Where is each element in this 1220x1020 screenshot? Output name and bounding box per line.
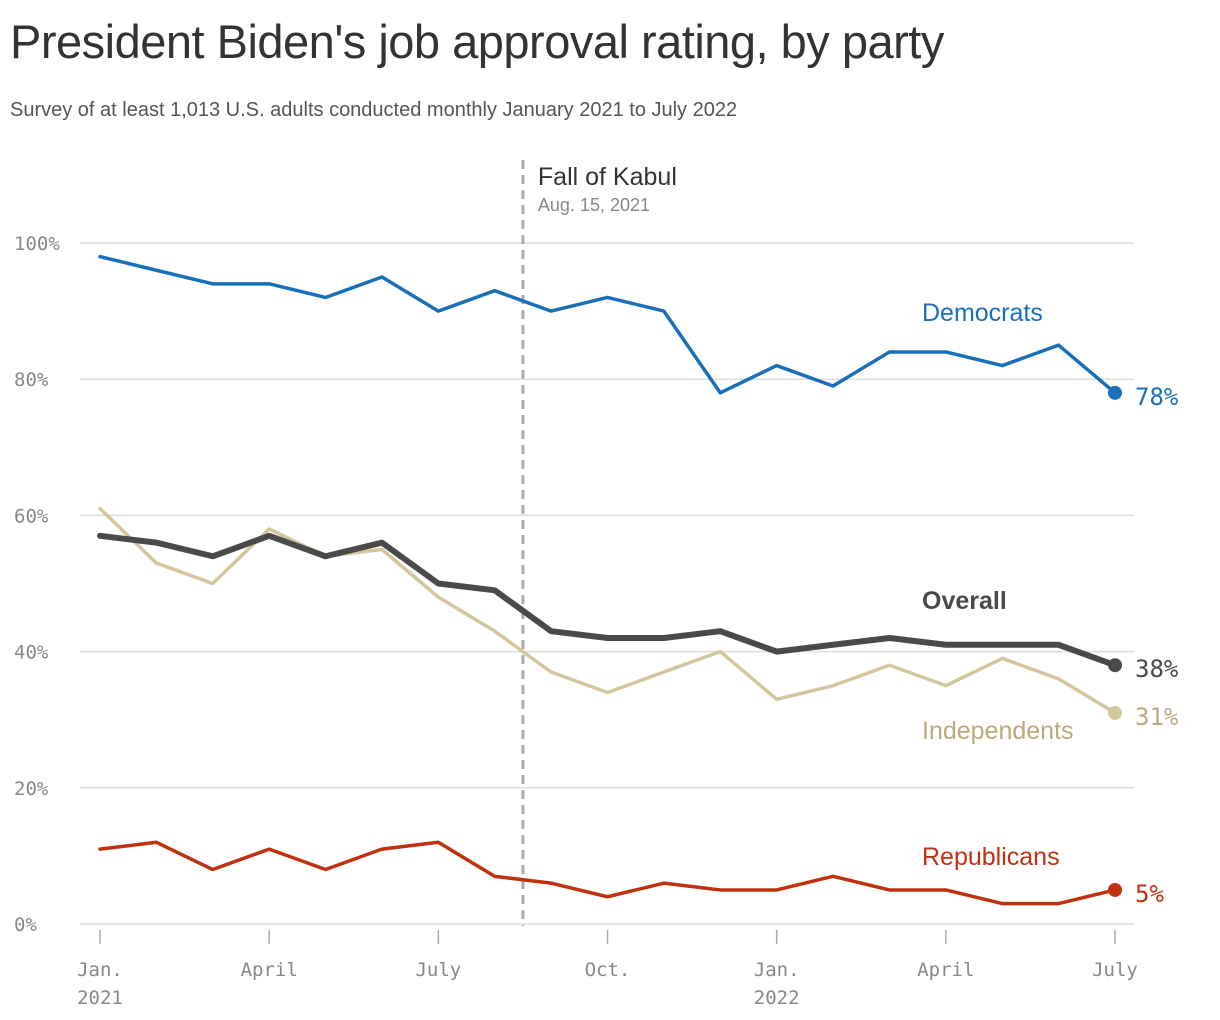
x-axis-ticks: Jan. 2021 April July Oct. Jan. 2022 April July	[77, 930, 1138, 1009]
chart-subtitle: Survey of at least 1,013 U.S. adults con…	[10, 99, 738, 121]
overall-end-value: 38%	[1135, 655, 1179, 683]
x-tick-label: July	[415, 959, 461, 981]
annotation-date: Aug. 15, 2021	[538, 195, 650, 215]
democrats-end-point	[1108, 385, 1122, 400]
kabul-annotation: Fall of Kabul Aug. 15, 2021	[521, 160, 677, 926]
y-tick-label: 40%	[14, 642, 49, 664]
x-tick-year: 2022	[754, 987, 800, 1009]
democrats-end-value: 78%	[1135, 383, 1179, 411]
x-tick-label: Jan.	[754, 959, 800, 981]
y-tick-label: 20%	[14, 778, 49, 800]
x-tick-label: July	[1092, 959, 1138, 981]
series-lines	[97, 254, 1122, 906]
x-tick-year: 2021	[77, 987, 123, 1009]
x-tick-label: Oct.	[585, 959, 631, 981]
annotation-label: Fall of Kabul	[538, 163, 677, 191]
independents-line	[98, 506, 1117, 715]
x-tick-label: April	[917, 959, 974, 981]
republicans-end-value: 5%	[1135, 880, 1164, 908]
overall-series-label: Overall	[922, 587, 1007, 615]
x-tick-label: Jan.	[77, 959, 123, 981]
chart-title: President Biden's job approval rating, b…	[10, 15, 944, 68]
independents-end-point	[1108, 705, 1122, 720]
y-axis-ticks: 0% 20% 40% 60% 80% 100%	[14, 233, 60, 936]
x-tick-label: April	[241, 959, 298, 981]
overall-line	[97, 532, 1118, 669]
democrats-line	[98, 254, 1117, 395]
y-tick-label: 80%	[14, 369, 49, 391]
gridlines	[80, 242, 1134, 925]
y-tick-label: 60%	[14, 505, 49, 527]
independents-end-value: 31%	[1135, 703, 1179, 731]
republicans-series-label: Republicans	[922, 843, 1060, 871]
independents-series-label: Independents	[922, 717, 1074, 745]
democrats-series-label: Democrats	[922, 299, 1043, 327]
overall-end-point	[1108, 658, 1122, 673]
y-tick-label: 100%	[14, 233, 60, 255]
series-labels: Democrats 78% Independents 31% Overall 38% Rep…	[922, 299, 1179, 908]
republicans-line	[98, 840, 1117, 906]
y-tick-label: 0%	[14, 914, 37, 936]
republicans-end-point	[1108, 882, 1122, 897]
